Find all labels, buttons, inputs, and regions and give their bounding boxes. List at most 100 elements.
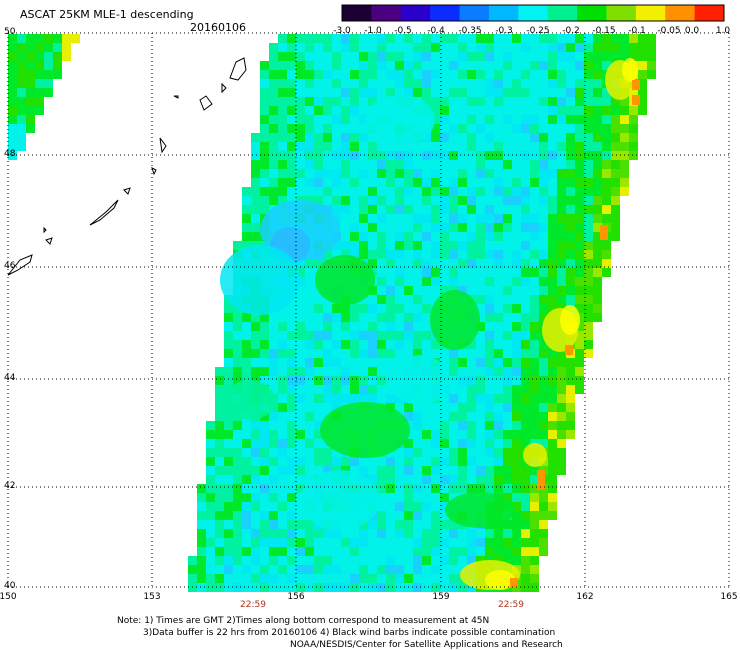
swath-cell [332, 385, 341, 394]
swath-cell [287, 124, 296, 133]
swath-cell [494, 439, 503, 448]
swath-cell [359, 187, 368, 196]
swath-cell [512, 466, 521, 475]
swath-cell [548, 214, 557, 223]
swath-cell [530, 205, 539, 214]
swath-cell [530, 241, 539, 250]
swath-cell [296, 322, 305, 331]
swath-cell [440, 277, 449, 286]
swath-cell [368, 367, 377, 376]
swath-cell [350, 52, 359, 61]
swath-cell [359, 52, 368, 61]
swath-cell [431, 430, 440, 439]
swath-cell [431, 124, 440, 133]
swath-cell [566, 196, 575, 205]
swath-cell [305, 331, 314, 340]
swath-cell [314, 430, 323, 439]
swath-cell [251, 583, 260, 592]
swath-cell [530, 475, 539, 484]
swath-cell [539, 547, 548, 556]
swath-cell [323, 574, 332, 583]
swath-cell [503, 115, 512, 124]
swath-cell [368, 520, 377, 529]
swath-cell [557, 457, 566, 466]
swath-cell [503, 556, 512, 565]
swath-cell [530, 88, 539, 97]
swath-cell [458, 151, 467, 160]
swath-cell [485, 385, 494, 394]
swath-cell [503, 412, 512, 421]
swath-cell [566, 250, 575, 259]
swath-cell [584, 322, 593, 331]
swath-cell [521, 565, 530, 574]
swath-cell [260, 106, 269, 115]
swath-cell [521, 250, 530, 259]
swath-cell [233, 538, 242, 547]
swath-cell [467, 142, 476, 151]
swath-cell [278, 403, 287, 412]
swath-cell [503, 106, 512, 115]
high-value-cell [565, 345, 573, 355]
swath-cell [332, 178, 341, 187]
swath-cell [224, 448, 233, 457]
swath-cell [323, 160, 332, 169]
swath-cell [188, 565, 197, 574]
swath-cell [431, 484, 440, 493]
swath-cell [476, 475, 485, 484]
swath-cell [368, 574, 377, 583]
swath-cell [584, 169, 593, 178]
swath-cell [458, 34, 467, 43]
swath-cell [467, 223, 476, 232]
swath-cell [314, 187, 323, 196]
swath-cell [278, 367, 287, 376]
swath-cell [431, 439, 440, 448]
swath-cell [431, 403, 440, 412]
swath-cell [467, 484, 476, 493]
swath-cell [413, 169, 422, 178]
swath-cell [584, 295, 593, 304]
swath-cell [467, 160, 476, 169]
swath-cell [530, 160, 539, 169]
swath-cell [530, 277, 539, 286]
swath-cell [521, 322, 530, 331]
swath-cell [476, 466, 485, 475]
swath-cell [323, 52, 332, 61]
swath-cell [521, 259, 530, 268]
upper-left-swath-cell [62, 34, 71, 43]
swath-cell [530, 79, 539, 88]
swath-cell [404, 196, 413, 205]
swath-cell [404, 340, 413, 349]
swath-cell [638, 79, 647, 88]
swath-cell [575, 250, 584, 259]
swath-cell [521, 475, 530, 484]
swath-cell [323, 61, 332, 70]
swath-feature [560, 305, 580, 335]
coastline [221, 82, 227, 94]
swath-cell [359, 115, 368, 124]
upper-left-swath-cell [26, 79, 35, 88]
swath-cell [278, 430, 287, 439]
swath-cell [278, 142, 287, 151]
swath-cell [332, 349, 341, 358]
swath-cell [422, 466, 431, 475]
swath-cell [197, 565, 206, 574]
swath-cell [215, 439, 224, 448]
swath-cell [485, 484, 494, 493]
swath-cell [611, 43, 620, 52]
swath-cell [242, 466, 251, 475]
swath-cell [341, 322, 350, 331]
swath-cell [233, 529, 242, 538]
swath-cell [377, 151, 386, 160]
upper-left-swath-cell [35, 52, 44, 61]
swath-cell [449, 421, 458, 430]
swath-cell [305, 529, 314, 538]
swath-cell [413, 448, 422, 457]
swath-cell [431, 133, 440, 142]
swath-cell [269, 331, 278, 340]
swath-cell [323, 124, 332, 133]
swath-cell [494, 214, 503, 223]
swath-cell [530, 106, 539, 115]
swath-cell [395, 232, 404, 241]
swath-cell [440, 232, 449, 241]
swath-cell [458, 115, 467, 124]
